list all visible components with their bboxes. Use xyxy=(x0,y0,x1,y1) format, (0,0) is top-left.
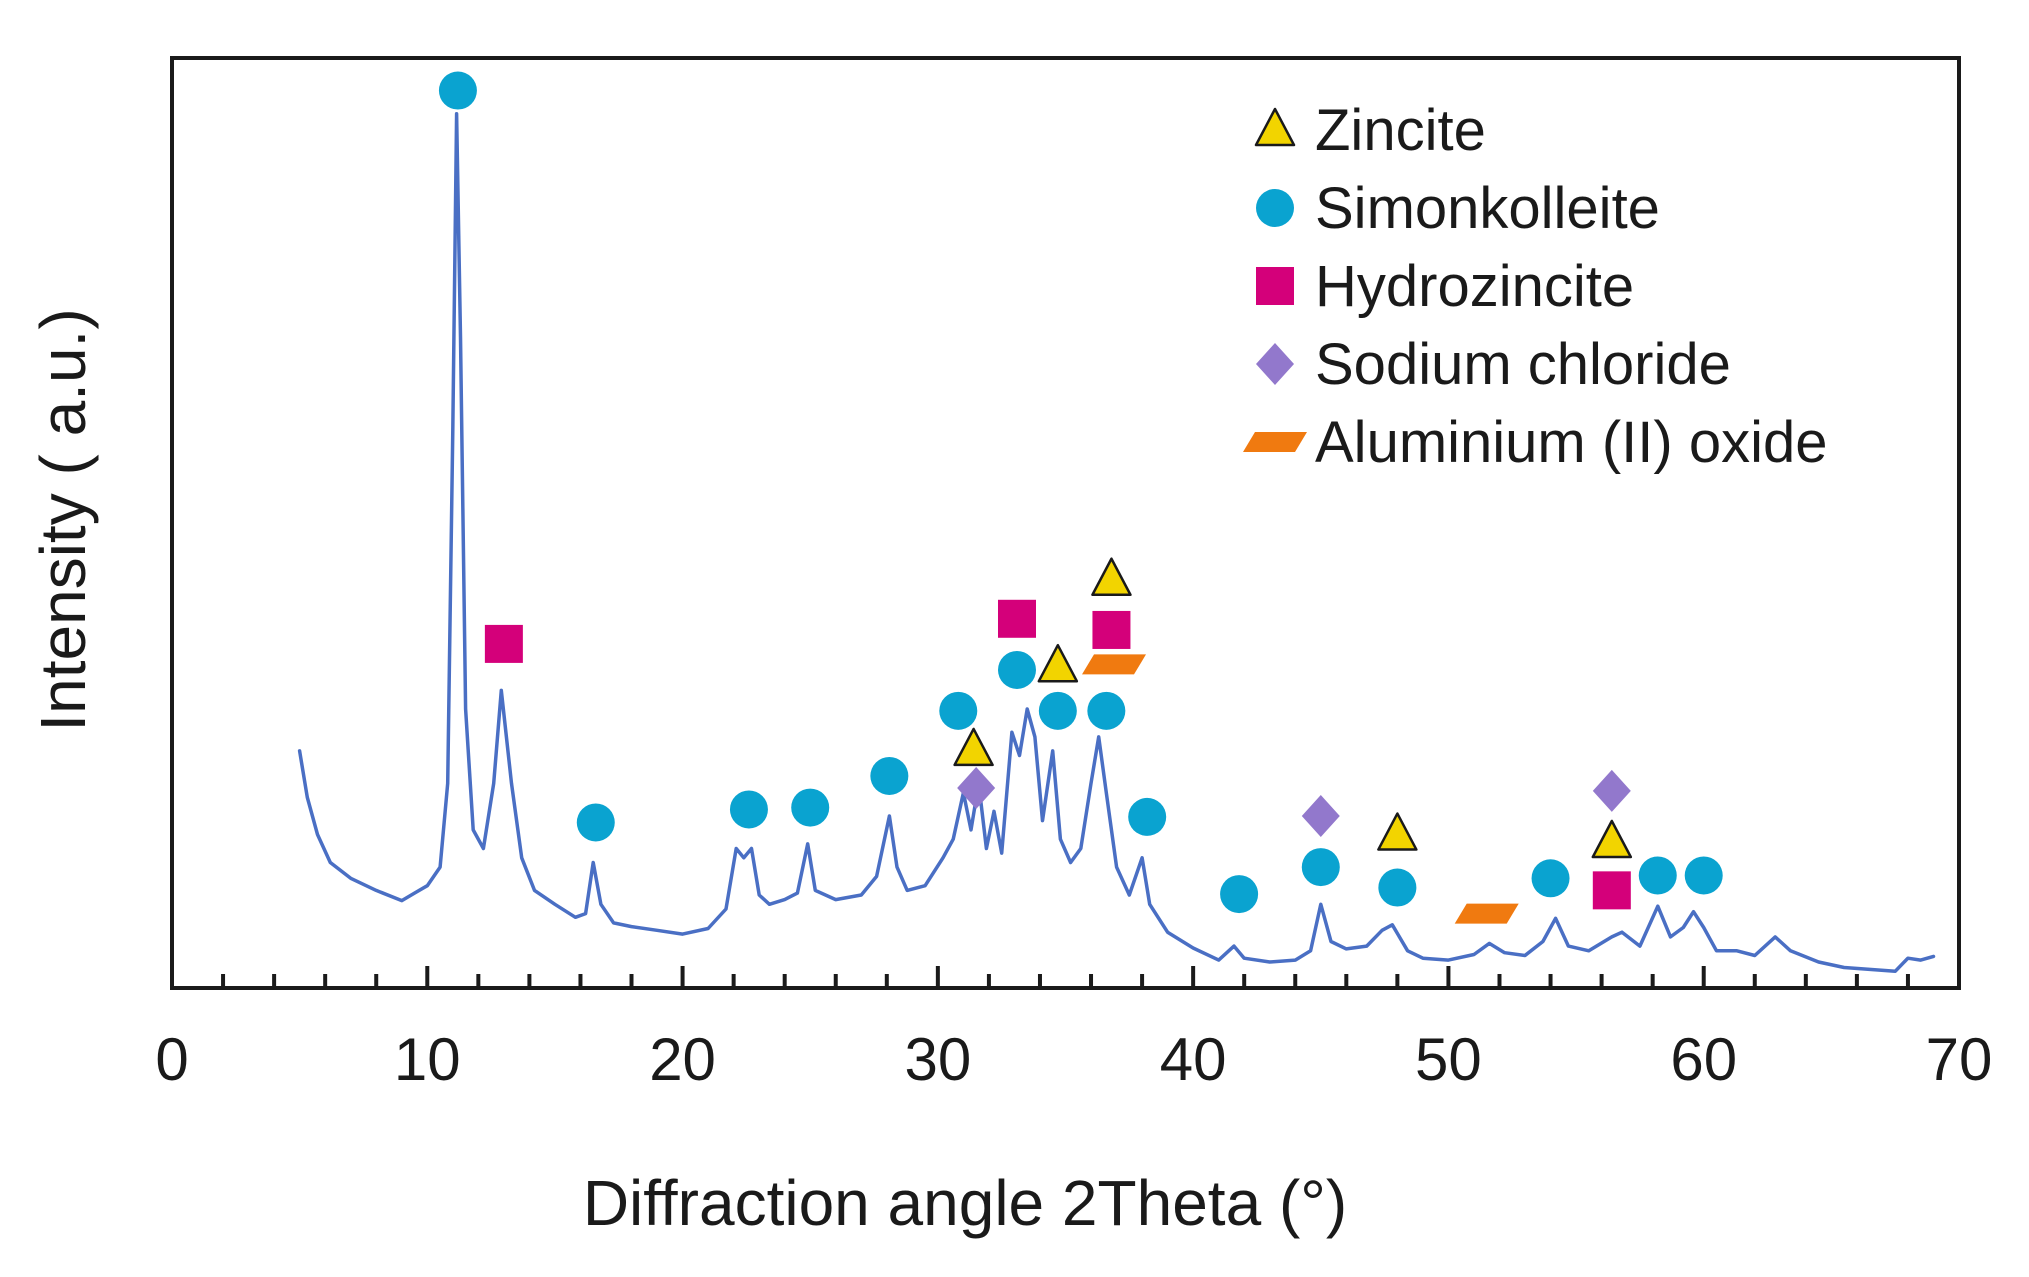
x-axis-tick-labels: 0 10 20 30 40 50 60 70 xyxy=(155,1026,1992,1093)
x-tick-label: 10 xyxy=(394,1026,461,1093)
x-tick-label: 0 xyxy=(155,1026,188,1093)
zincite-marker xyxy=(1037,643,1079,683)
simonkolleite-marker xyxy=(791,788,830,827)
simonkolleite-marker xyxy=(1087,691,1126,730)
zincite-legend-symbol xyxy=(1254,107,1296,147)
zincite-marker xyxy=(1591,819,1633,859)
legend-label: Aluminium (II) oxide xyxy=(1315,410,1827,475)
simonkolleite-marker xyxy=(1220,875,1259,914)
x-tick-label: 60 xyxy=(1670,1026,1737,1093)
hydrozincite-marker xyxy=(997,599,1036,638)
sodium-chloride-marker xyxy=(1301,794,1340,837)
legend-item-hydrozincite: Hydrozincite xyxy=(1256,254,1634,319)
x-tick-label: 40 xyxy=(1160,1026,1227,1093)
simonkolleite-legend-symbol xyxy=(1256,189,1294,227)
simonkolleite-marker xyxy=(1684,856,1723,895)
simonkolleite-marker xyxy=(939,691,978,730)
aluminium-oxide-marker xyxy=(1082,654,1147,675)
simonkolleite-marker xyxy=(1038,691,1077,730)
sodium-chloride-legend-symbol xyxy=(1256,343,1294,385)
hydrozincite-marker xyxy=(484,624,523,663)
legend-label: Simonkolleite xyxy=(1315,176,1660,241)
legend-label: Sodium chloride xyxy=(1315,332,1731,397)
hydrozincite-marker xyxy=(1092,610,1131,649)
y-axis-title: Intensity ( a.u.) xyxy=(27,308,99,731)
zincite-marker xyxy=(1377,812,1418,851)
simonkolleite-marker xyxy=(438,71,477,110)
simonkolleite-marker xyxy=(576,803,615,842)
x-axis-ticks xyxy=(221,966,1910,988)
plot-frame xyxy=(170,56,1961,990)
x-axis-title: Diffraction angle 2Theta (°) xyxy=(583,1167,1347,1239)
legend-item-sodium-chloride: Sodium chloride xyxy=(1256,332,1731,397)
simonkolleite-marker xyxy=(870,756,909,795)
aluminium-oxide-legend-symbol xyxy=(1243,432,1307,452)
legend-item-aluminium-oxide: Aluminium (II) oxide xyxy=(1243,410,1827,475)
legend: Zincite Simonkolleite Hydrozincite Sodium c… xyxy=(1243,98,1827,475)
legend-item-simonkolleite: Simonkolleite xyxy=(1256,176,1660,241)
simonkolleite-marker xyxy=(1301,848,1340,887)
sodium-chloride-marker xyxy=(957,767,996,810)
sodium-chloride-marker xyxy=(1592,769,1631,812)
simonkolleite-marker xyxy=(1128,797,1167,836)
x-tick-label: 50 xyxy=(1415,1026,1482,1093)
zincite-marker xyxy=(1091,557,1132,596)
xrd-series-line xyxy=(297,112,1936,974)
simonkolleite-marker xyxy=(1531,859,1570,898)
legend-item-zincite: Zincite xyxy=(1254,98,1486,163)
simonkolleite-marker xyxy=(729,790,768,829)
zincite-marker xyxy=(953,727,994,767)
simonkolleite-marker xyxy=(1638,856,1677,895)
phase-markers xyxy=(438,71,1723,924)
legend-label: Hydrozincite xyxy=(1315,254,1634,319)
x-tick-label: 30 xyxy=(904,1026,971,1093)
simonkolleite-marker xyxy=(1378,868,1417,907)
x-tick-label: 70 xyxy=(1926,1026,1993,1093)
series-layer xyxy=(297,112,1936,974)
legend-label: Zincite xyxy=(1315,98,1486,163)
x-tick-label: 20 xyxy=(649,1026,716,1093)
simonkolleite-marker xyxy=(997,650,1036,689)
aluminium-oxide-marker xyxy=(1454,903,1519,924)
hydrozincite-legend-symbol xyxy=(1256,267,1294,305)
hydrozincite-marker xyxy=(1592,871,1631,910)
